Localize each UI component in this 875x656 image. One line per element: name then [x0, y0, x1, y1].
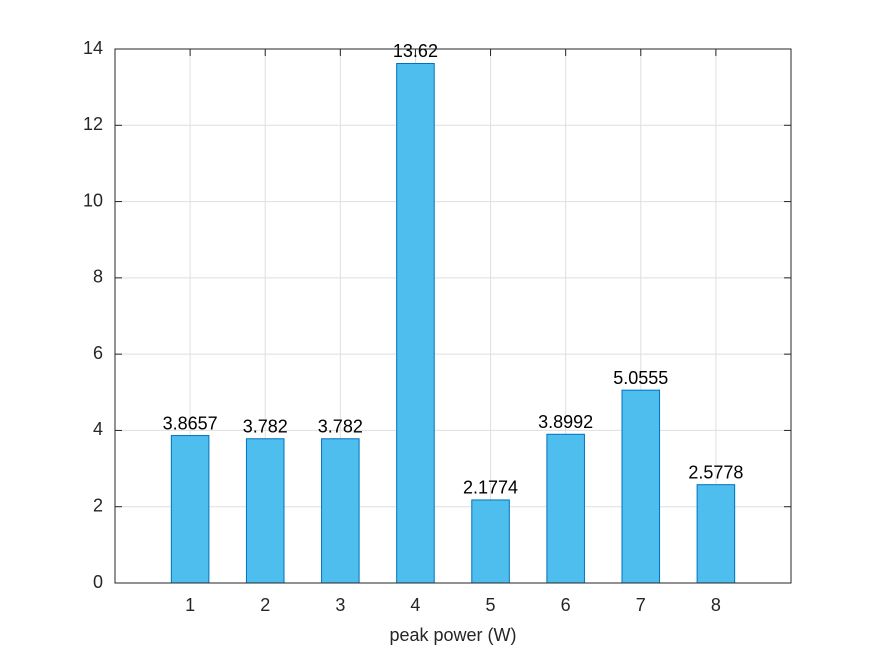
- y-tick-label: 6: [93, 343, 103, 363]
- value-label: 3.782: [243, 416, 288, 436]
- bar: [696, 484, 736, 584]
- plot-area: [115, 49, 791, 583]
- y-tick-label: 8: [93, 267, 103, 287]
- bar: [471, 499, 510, 584]
- y-tick-label: 2: [93, 495, 103, 515]
- bar: [170, 435, 210, 584]
- x-tick-label: 8: [711, 595, 721, 615]
- y-tick-label: 4: [93, 419, 103, 439]
- x-tick-label: 3: [335, 595, 345, 615]
- x-tick-label: 5: [486, 595, 496, 615]
- x-axis-label: peak power (W): [389, 625, 516, 645]
- y-tick-label: 14: [83, 38, 103, 58]
- x-tick-label: 7: [636, 595, 646, 615]
- bar: [396, 62, 435, 584]
- x-tick-label: 2: [260, 595, 270, 615]
- y-tick-label: 10: [83, 190, 103, 210]
- y-tick-label: 0: [93, 572, 103, 592]
- value-label: 13.62: [393, 41, 438, 61]
- x-tick-label: 6: [561, 595, 571, 615]
- x-tick-label: 1: [185, 595, 195, 615]
- y-tick-label: 12: [83, 114, 103, 134]
- value-label: 5.0555: [613, 368, 668, 388]
- x-tick-label: 4: [410, 595, 420, 615]
- value-label: 3.8992: [538, 412, 593, 432]
- value-label: 3.8657: [163, 413, 218, 433]
- bar: [321, 438, 360, 584]
- value-label: 2.1774: [463, 478, 518, 498]
- bar: [245, 438, 285, 584]
- bar: [546, 433, 585, 584]
- bar: [621, 389, 661, 584]
- axes-box: [114, 48, 792, 584]
- value-label: 2.5778: [688, 462, 743, 482]
- value-label: 3.782: [318, 416, 363, 436]
